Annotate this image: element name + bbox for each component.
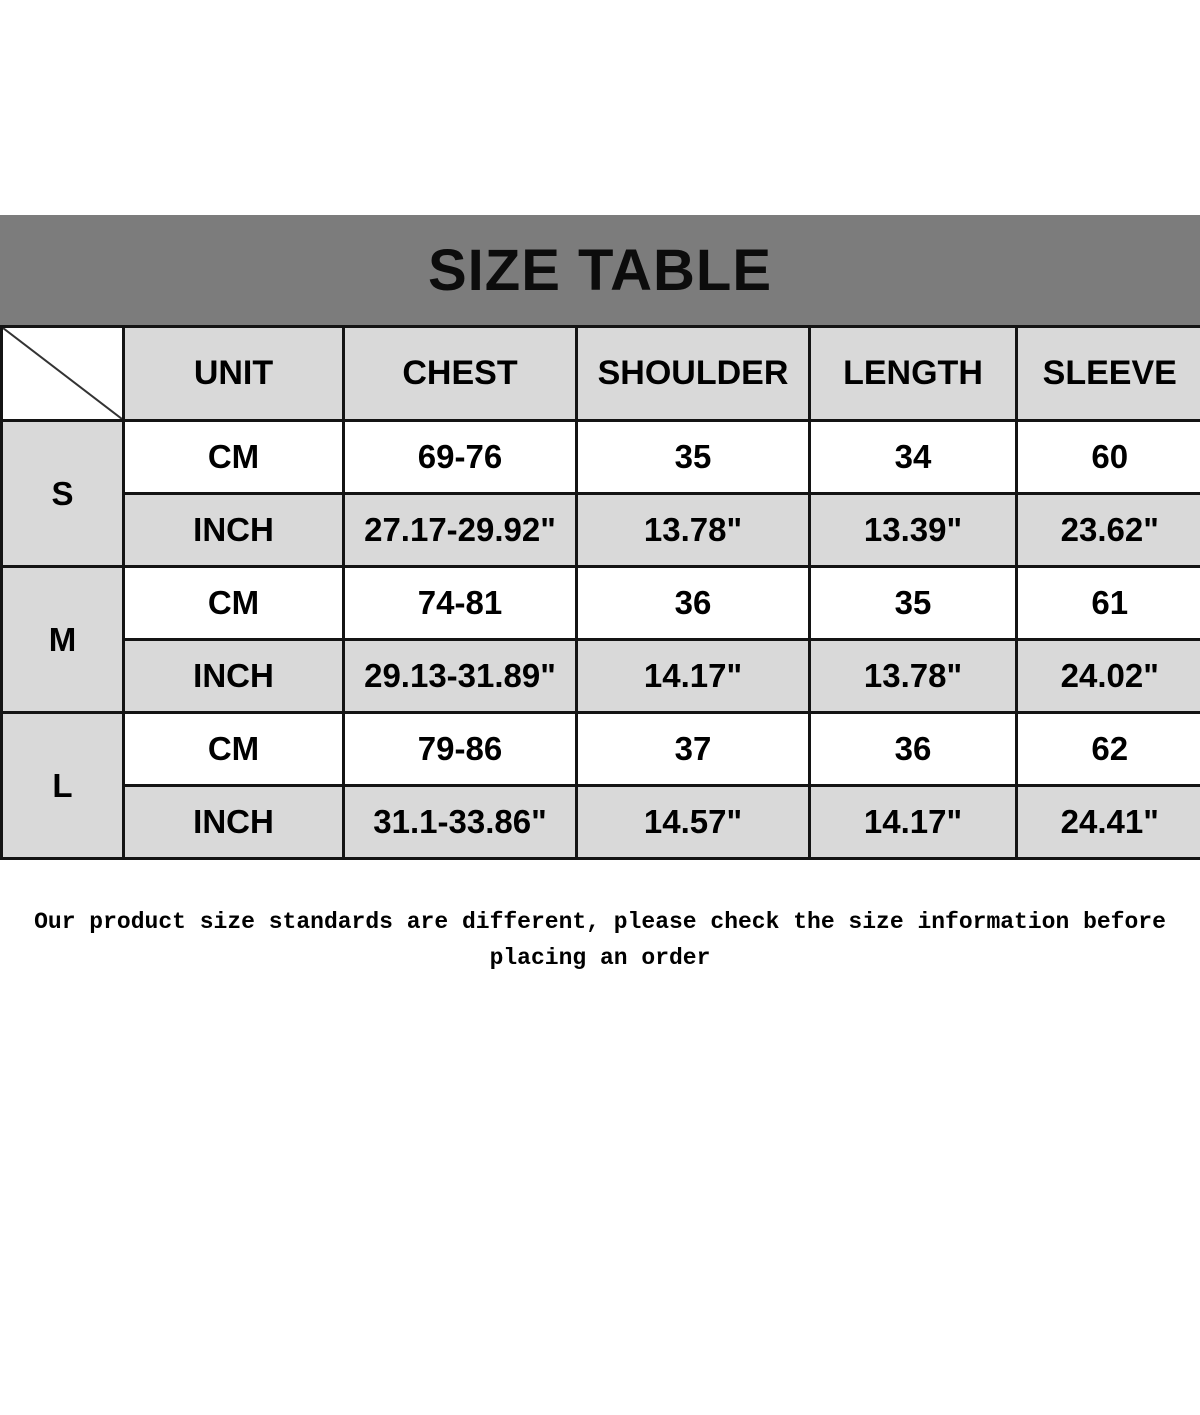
diagonal-line xyxy=(3,328,122,419)
value-m-inch-length: 13.78" xyxy=(810,640,1017,713)
value-m-cm-shoulder: 36 xyxy=(577,567,810,640)
value-l-cm-sleeve: 62 xyxy=(1017,713,1200,786)
size-chart-page: SIZE TABLE UNIT CHEST SHOULDER LENGTH xyxy=(0,215,1200,1415)
value-m-inch-chest: 29.13-31.89" xyxy=(344,640,577,713)
value-s-inch-chest: 27.17-29.92" xyxy=(344,494,577,567)
column-header-length: LENGTH xyxy=(810,327,1017,421)
unit-cell-l-inch: INCH xyxy=(124,786,344,859)
value-m-inch-sleeve: 24.02" xyxy=(1017,640,1200,713)
value-l-cm-length: 36 xyxy=(810,713,1017,786)
column-header-shoulder: SHOULDER xyxy=(577,327,810,421)
row-s-cm: S CM 69-76 35 34 60 xyxy=(2,421,1200,494)
row-m-cm: M CM 74-81 36 35 61 xyxy=(2,567,1200,640)
column-header-chest: CHEST xyxy=(344,327,577,421)
unit-cell-s-cm: CM xyxy=(124,421,344,494)
column-header-unit: UNIT xyxy=(124,327,344,421)
size-label-m: M xyxy=(2,567,124,713)
value-s-cm-chest: 69-76 xyxy=(344,421,577,494)
size-table: UNIT CHEST SHOULDER LENGTH SLEEVE S CM 6… xyxy=(0,325,1200,860)
row-l-cm: L CM 79-86 37 36 62 xyxy=(2,713,1200,786)
value-s-cm-shoulder: 35 xyxy=(577,421,810,494)
footer-note: Our product size standards are different… xyxy=(23,904,1178,976)
value-l-inch-chest: 31.1-33.86" xyxy=(344,786,577,859)
value-m-inch-shoulder: 14.17" xyxy=(577,640,810,713)
size-label-s: S xyxy=(2,421,124,567)
value-s-inch-sleeve: 23.62" xyxy=(1017,494,1200,567)
value-l-cm-chest: 79-86 xyxy=(344,713,577,786)
value-s-cm-sleeve: 60 xyxy=(1017,421,1200,494)
unit-cell-l-cm: CM xyxy=(124,713,344,786)
value-s-inch-length: 13.39" xyxy=(810,494,1017,567)
value-m-cm-chest: 74-81 xyxy=(344,567,577,640)
row-s-inch: INCH 27.17-29.92" 13.78" 13.39" 23.62" xyxy=(2,494,1200,567)
unit-cell-s-inch: INCH xyxy=(124,494,344,567)
value-m-cm-length: 35 xyxy=(810,567,1017,640)
value-l-inch-length: 14.17" xyxy=(810,786,1017,859)
header-row: UNIT CHEST SHOULDER LENGTH SLEEVE xyxy=(2,327,1200,421)
page-title: SIZE TABLE xyxy=(428,237,772,304)
value-s-inch-shoulder: 13.78" xyxy=(577,494,810,567)
unit-cell-m-cm: CM xyxy=(124,567,344,640)
size-unit-corner-cell xyxy=(2,327,124,421)
column-header-sleeve: SLEEVE xyxy=(1017,327,1200,421)
unit-cell-m-inch: INCH xyxy=(124,640,344,713)
row-m-inch: INCH 29.13-31.89" 14.17" 13.78" 24.02" xyxy=(2,640,1200,713)
value-s-cm-length: 34 xyxy=(810,421,1017,494)
size-label-l: L xyxy=(2,713,124,859)
banner: SIZE TABLE xyxy=(0,215,1200,325)
row-l-inch: INCH 31.1-33.86" 14.57" 14.17" 24.41" xyxy=(2,786,1200,859)
value-l-inch-shoulder: 14.57" xyxy=(577,786,810,859)
value-l-inch-sleeve: 24.41" xyxy=(1017,786,1200,859)
value-m-cm-sleeve: 61 xyxy=(1017,567,1200,640)
value-l-cm-shoulder: 37 xyxy=(577,713,810,786)
